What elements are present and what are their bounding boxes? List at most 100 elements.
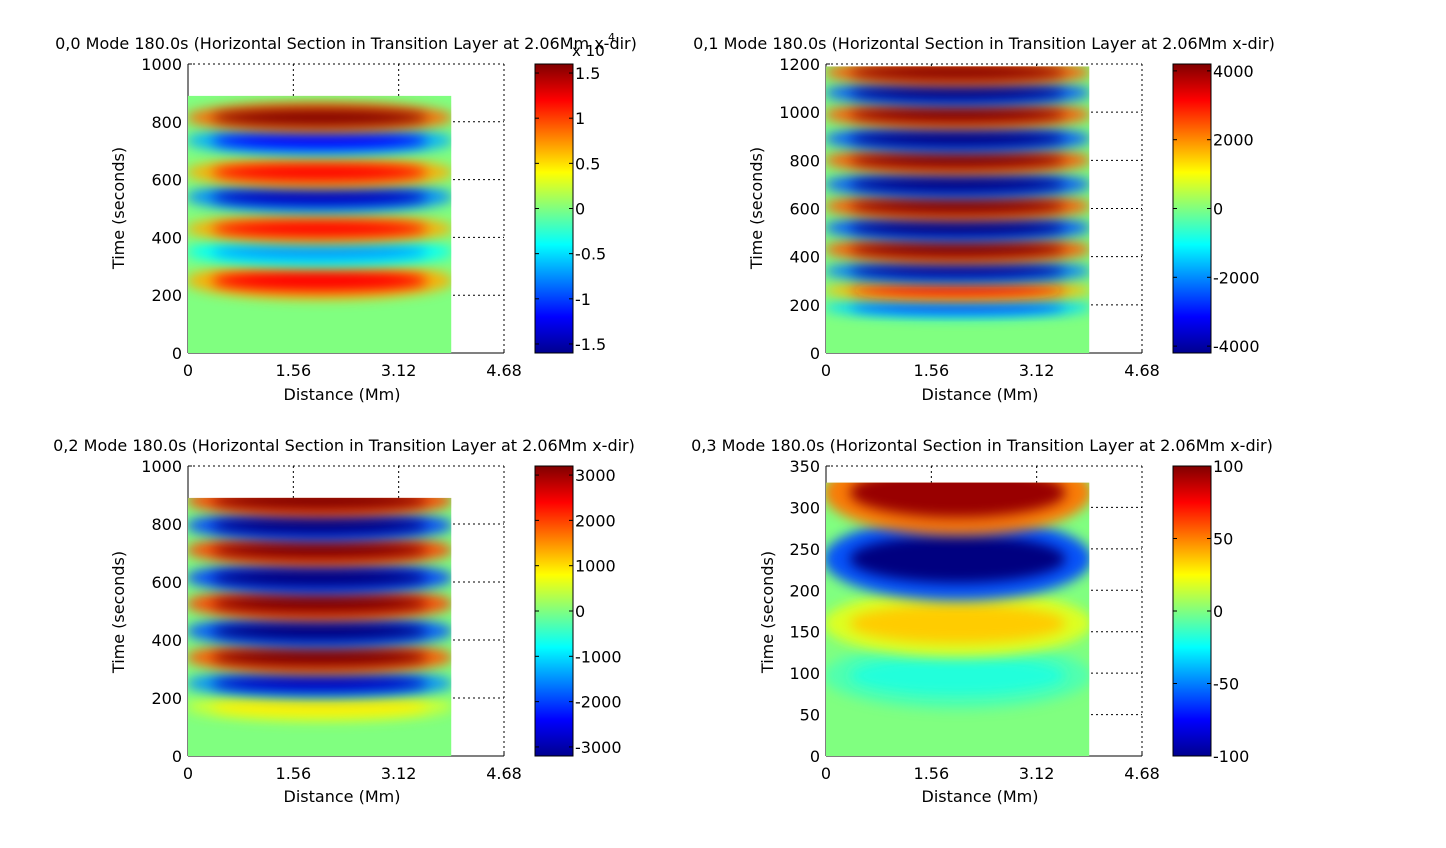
panel-2-xtick-label-2: 3.12	[381, 764, 417, 783]
panel-3: 0,3 Mode 180.0s (Horizontal Section in T…	[691, 436, 1273, 806]
panel-0-cbar-tick-label-5: 1	[575, 109, 585, 128]
panel-2-ylabel: Time (seconds)	[109, 551, 128, 674]
panel-3-ytick-label-0: 0	[810, 747, 820, 766]
panel-1-ytick-label-4: 800	[789, 151, 820, 170]
panel-3-xtick-label-0: 0	[821, 764, 831, 783]
panel-0: 0,0 Mode 180.0s (Horizontal Section in T…	[55, 31, 637, 404]
panel-2-xtick-label-0: 0	[183, 764, 193, 783]
panel-2-cbar-tick-label-1: -2000	[575, 693, 622, 712]
panel-0-colorbar-exponent-power: 4	[608, 31, 615, 44]
panel-2-band-8	[211, 497, 428, 510]
panel-2-colorbar: -3000 -2000 -1000 0 1000 2000 3000	[534, 465, 622, 757]
panel-0-ytick-label-5: 1000	[141, 55, 182, 74]
panel-1-cbar-tick-label-1: -2000	[1213, 268, 1260, 287]
panel-2-band-2	[211, 647, 428, 668]
panel-2-band-4	[211, 594, 428, 614]
panel-0-ytick-label-2: 400	[151, 228, 182, 247]
panel-1-xtick-label-2: 3.12	[1019, 361, 1055, 380]
panel-2-band-5	[211, 567, 428, 588]
panel-0-cbar-tick-label-6: 1.5	[575, 64, 600, 83]
panel-3-xlabel: Distance (Mm)	[922, 787, 1039, 806]
panel-1-band-6	[849, 176, 1066, 193]
panel-1-ytick-label-1: 200	[789, 296, 820, 315]
panel-2-ytick-label-4: 800	[151, 515, 182, 534]
panel-1: 0,1 Mode 180.0s (Horizontal Section in T…	[693, 34, 1275, 404]
panel-1-ytick-label-2: 400	[789, 248, 820, 267]
panel-1-band-9	[849, 106, 1066, 123]
panel-2-ytick-label-5: 1000	[141, 457, 182, 476]
panel-1-band-11	[849, 66, 1066, 81]
panel-2-cbar-tick-label-2: -1000	[575, 647, 622, 666]
panel-3-cbar-tick-label-2: 0	[1213, 602, 1223, 621]
panel-0-band-2	[211, 220, 428, 238]
panel-2-cbar-tick-label-6: 3000	[575, 466, 616, 485]
panel-0-cbar-tick-label-3: 0	[575, 200, 585, 219]
panel-1-band-1	[849, 284, 1066, 297]
panel-0-ytick-label-1: 200	[151, 286, 182, 305]
panel-2-heatmap	[188, 497, 452, 756]
panel-1-ytick-label-6: 1200	[779, 55, 820, 74]
panel-1-xtick-label-1: 1.56	[914, 361, 950, 380]
panel-2-band-3	[211, 621, 428, 642]
panel-3-band-1	[849, 604, 1066, 643]
panel-0-xtick-label-2: 3.12	[381, 361, 417, 380]
panel-3-title: 0,3 Mode 180.0s (Horizontal Section in T…	[691, 436, 1273, 455]
panel-2-band-6	[211, 540, 428, 560]
panel-2-xlabel: Distance (Mm)	[284, 787, 401, 806]
panel-0-heatmap	[188, 95, 452, 353]
panel-3-cbar-tick-label-3: 50	[1213, 530, 1233, 549]
panel-2-cbar-tick-label-5: 2000	[575, 511, 616, 530]
panel-2-ytick-label-2: 400	[151, 631, 182, 650]
panel-1-cbar-tick-label-4: 4000	[1213, 62, 1254, 81]
panel-0-band-3	[211, 187, 428, 207]
panel-1-plot: 0 1.56 3.12 4.68 0 200 400 600 800 1000 1200	[779, 55, 1160, 380]
panel-2-title: 0,2 Mode 180.0s (Horizontal Section in T…	[53, 436, 635, 455]
panel-2-xtick-label-3: 4.68	[486, 764, 522, 783]
panel-1-cbar-tick-label-0: -4000	[1213, 337, 1260, 356]
panel-3-ytick-label-1: 50	[800, 706, 820, 725]
panel-2-colorbar-gradient	[534, 465, 574, 757]
panel-3-ytick-label-5: 250	[789, 540, 820, 559]
panel-0-cbar-tick-label-2: -0.5	[575, 245, 606, 264]
panel-2-xtick-label-1: 1.56	[276, 764, 312, 783]
panel-1-heatmap	[826, 66, 1090, 354]
panel-3-xtick-label-3: 4.68	[1124, 764, 1160, 783]
panel-0-band-6	[211, 108, 428, 127]
panel-2: 0,2 Mode 180.0s (Horizontal Section in T…	[53, 436, 635, 806]
panel-1-ytick-label-3: 600	[789, 200, 820, 219]
panel-2-ytick-label-1: 200	[151, 689, 182, 708]
panel-0-colorbar: -1.5 -1 -0.5 0 0.5 1 1.5	[534, 63, 606, 354]
panel-3-ylabel: Time (seconds)	[758, 551, 777, 674]
panel-2-plot: 0 1.56 3.12 4.68 0 200 400 600 800 1000	[141, 457, 522, 783]
panel-0-axes: 0 1.56 3.12 4.68 0 200 400 600 800 1000	[141, 55, 522, 380]
panel-1-band-10	[849, 85, 1066, 101]
panel-0-colorbar-exponent: x 10	[572, 42, 605, 60]
panel-0-cbar-tick-label-4: 0.5	[575, 154, 600, 173]
panel-3-ytick-label-3: 150	[789, 623, 820, 642]
panel-0-band-1	[211, 243, 428, 261]
panel-2-ytick-label-3: 600	[151, 573, 182, 592]
panel-3-cbar-tick-label-4: 100	[1213, 457, 1244, 476]
panel-1-xtick-label-0: 0	[821, 361, 831, 380]
panel-0-cbar-tick-label-1: -1	[575, 290, 591, 309]
panel-3-ytick-label-7: 350	[789, 457, 820, 476]
panel-3-plot: 0 1.56 3.12 4.68 0 50 100 150 200 250 300 350	[789, 457, 1160, 783]
panel-1-band-7	[849, 152, 1066, 169]
panel-1-cbar-tick-label-3: 2000	[1213, 131, 1254, 150]
panel-0-xtick-label-1: 1.56	[276, 361, 312, 380]
panel-3-band-2	[849, 534, 1066, 583]
panel-0-ytick-label-3: 600	[151, 171, 182, 190]
panel-1-cbar-tick-label-2: 0	[1213, 200, 1223, 219]
panel-1-xtick-label-3: 4.68	[1124, 361, 1160, 380]
panel-2-band-1	[211, 674, 428, 693]
panel-2-cbar-tick-label-0: -3000	[575, 738, 622, 757]
panel-3-xtick-label-1: 1.56	[914, 764, 950, 783]
panel-3-ytick-label-6: 300	[789, 498, 820, 517]
panel-3-cbar-tick-label-1: -50	[1213, 675, 1239, 694]
panel-1-band-4	[849, 219, 1066, 236]
panel-1-band-8	[849, 130, 1066, 147]
panel-1-ytick-label-0: 0	[810, 344, 820, 363]
panel-2-ytick-label-0: 0	[172, 747, 182, 766]
panel-1-band-3	[849, 241, 1066, 258]
